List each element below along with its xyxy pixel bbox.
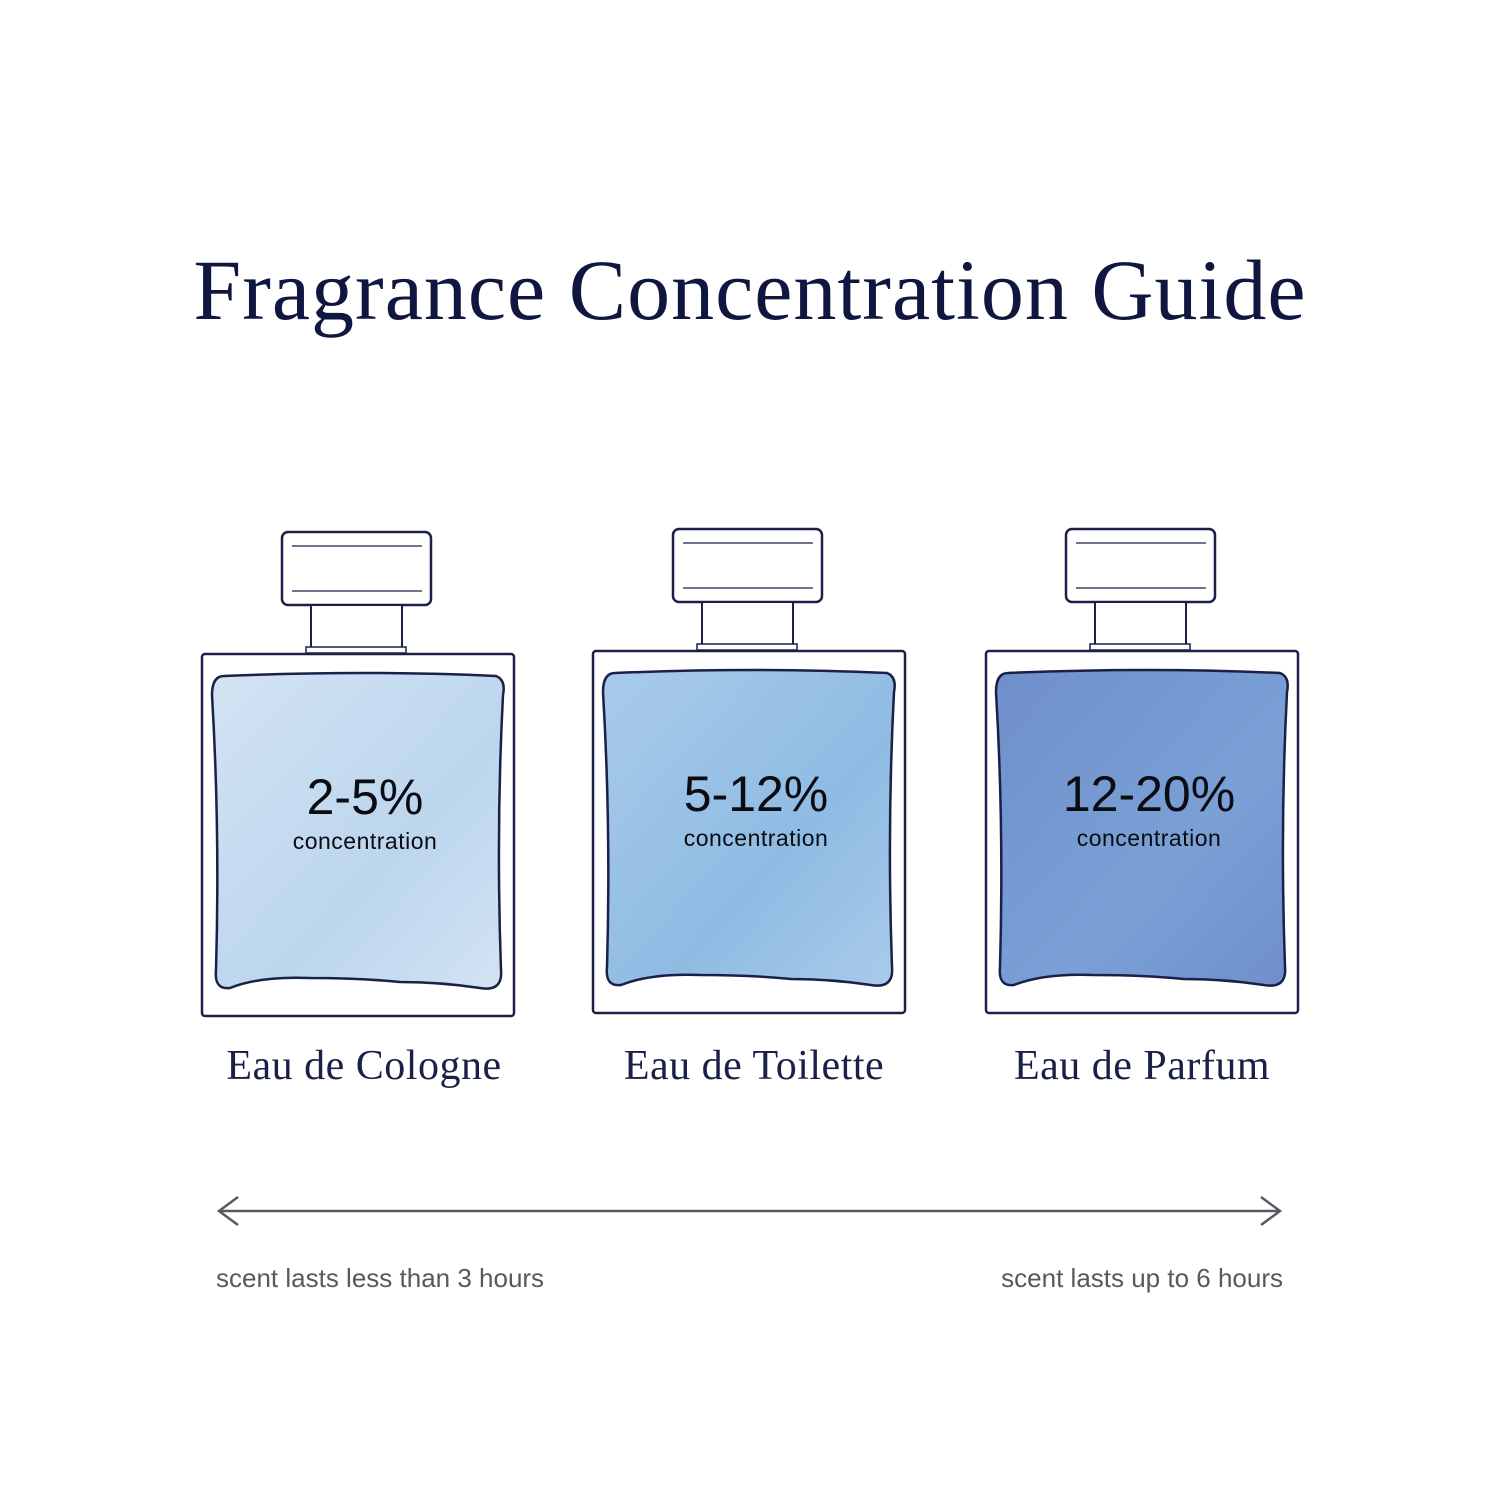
page-title: Fragrance Concentration Guide [193,242,1307,338]
perfume-bottle: 12-20% concentration [984,527,1314,1027]
concentration-label: concentration [1076,825,1222,851]
left-duration-label: scent lasts less than 3 hours [216,1263,545,1293]
concentration-percent: 12-20% [1062,766,1236,822]
bottle-neck [310,604,403,650]
perfume-bottle: 2-5% concentration [200,530,530,1030]
bottle-liquid [210,671,505,990]
perfume-bottle: 5-12% concentration [591,527,921,1027]
concentration-percent: 5-12% [683,766,829,822]
concentration-percent: 2-5% [306,769,424,825]
bottle-liquid [601,668,896,987]
concentration-label: concentration [292,828,438,854]
concentration-label: concentration [683,825,829,851]
fragrance-type-name: Eau de Parfum [1013,1043,1271,1089]
fragrance-type-name: Eau de Toilette [623,1043,885,1089]
fragrance-type-name: Eau de Cologne [226,1043,502,1089]
bottle-neck [1094,601,1187,647]
bottle-liquid [994,668,1289,987]
right-duration-label: scent lasts up to 6 hours [1001,1263,1283,1293]
